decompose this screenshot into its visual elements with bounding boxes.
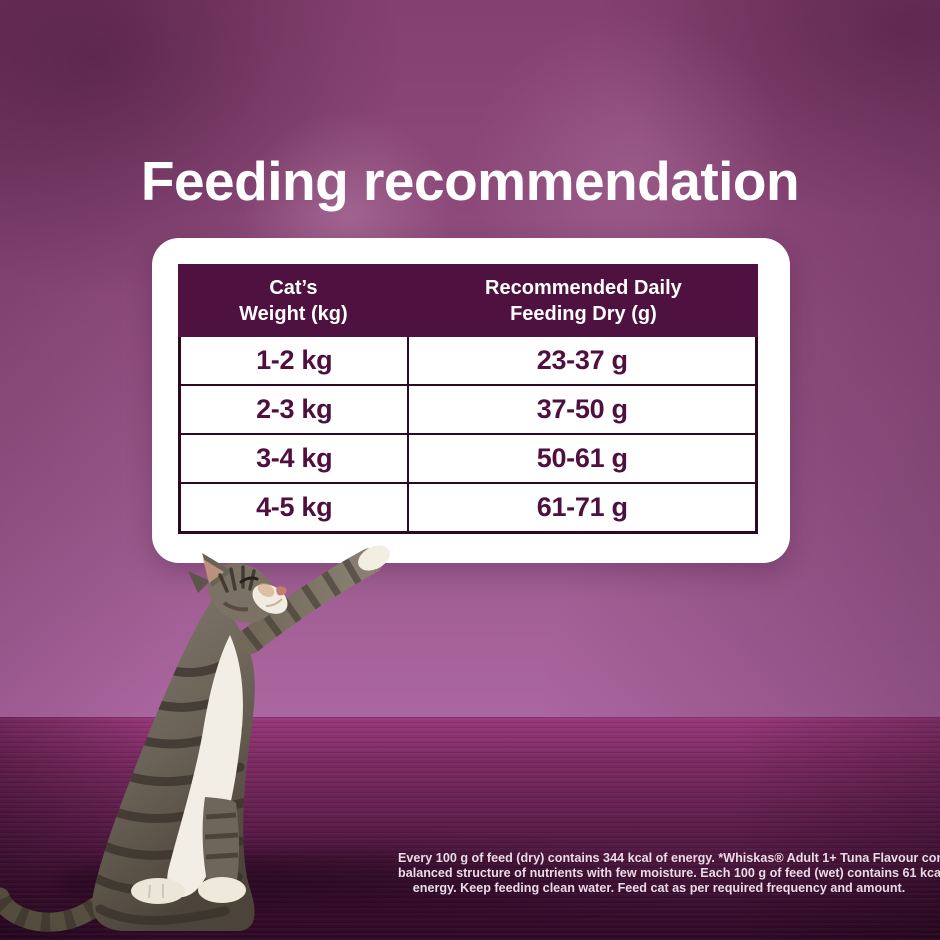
- header-recommended-feeding-line2: Feeding Dry (g): [510, 302, 657, 325]
- cat-eye: [239, 576, 259, 584]
- table-row: 1-2 kg 23-37 g: [181, 337, 755, 386]
- cat-chest: [167, 635, 243, 897]
- header-cats-weight-line2: Weight (kg): [239, 302, 348, 325]
- cat-forehead-stripes: [218, 565, 256, 593]
- feeding-table-body: 1-2 kg 23-37 g 2-3 kg 37-50 g 3-4 kg 50-…: [178, 337, 758, 534]
- disclaimer-text: Every 100 g of feed (dry) contains 344 k…: [398, 851, 940, 895]
- weight-cell: 2-3 kg: [181, 386, 410, 433]
- cat-front-paw: [131, 878, 185, 904]
- header-recommended-feeding: Recommended Daily Feeding Dry (g): [409, 275, 758, 327]
- header-cats-weight: Cat’s Weight (kg): [178, 275, 409, 327]
- cat-head: [188, 553, 288, 623]
- weight-cell: 4-5 kg: [181, 484, 410, 531]
- disclaimer-line: balanced structure of nutrients with few…: [398, 865, 940, 880]
- cat-photo: [0, 545, 390, 932]
- table-row: 2-3 kg 37-50 g: [181, 386, 755, 435]
- feeding-table-card: Cat’s Weight (kg) Recommended Daily Feed…: [152, 238, 790, 563]
- feeding-cell: 61-71 g: [536, 492, 628, 522]
- feeding-cell: 23-37 g: [536, 345, 628, 375]
- header-recommended-feeding-line1: Recommended Daily: [485, 276, 682, 299]
- cat-tail: [0, 887, 105, 932]
- weight-cell: 1-2 kg: [181, 337, 410, 384]
- cat-raised-leg: [237, 545, 390, 654]
- table-row: 3-4 kg 50-61 g: [181, 435, 755, 484]
- weight-cell: 3-4 kg: [181, 435, 410, 482]
- disclaimer-line: energy. Keep feeding clean water. Feed c…: [412, 880, 906, 895]
- feeding-cell: 50-61 g: [536, 443, 628, 473]
- table-row: 4-5 kg 61-71 g: [181, 484, 755, 531]
- cat-nose: [276, 586, 287, 596]
- page-title: Feeding recommendation: [140, 149, 800, 212]
- disclaimer-line: Every 100 g of feed (dry) contains 344 k…: [398, 851, 940, 865]
- cat-front-leg: [198, 797, 246, 903]
- header-cats-weight-line1: Cat’s: [269, 276, 318, 299]
- feeding-cell: 37-50 g: [536, 394, 628, 424]
- feeding-table: Cat’s Weight (kg) Recommended Daily Feed…: [178, 264, 758, 534]
- feeding-table-header: Cat’s Weight (kg) Recommended Daily Feed…: [178, 264, 758, 337]
